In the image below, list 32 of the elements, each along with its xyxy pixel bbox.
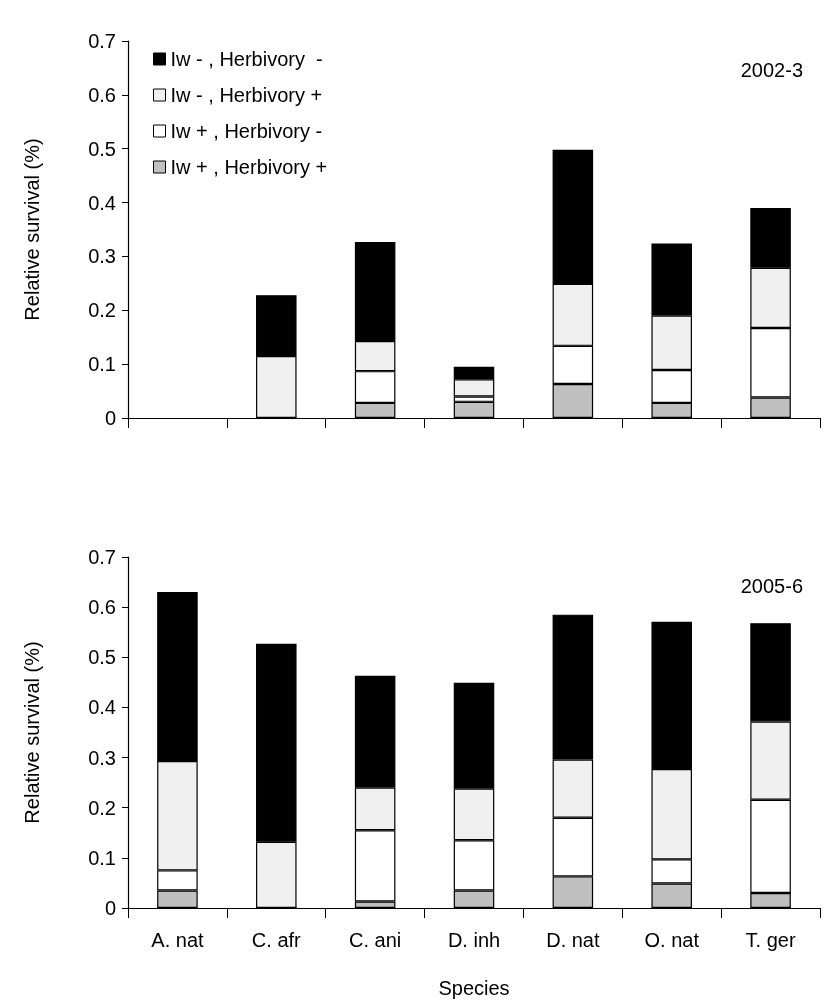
y-tick-label: 0.1 bbox=[88, 353, 116, 376]
y-tick-label: 0.4 bbox=[88, 191, 116, 214]
x-tick-label: D. nat bbox=[546, 929, 600, 951]
x-tick-label: T. ger bbox=[745, 929, 796, 951]
x-tick-label: C. ani bbox=[349, 929, 402, 951]
y-tick-label: 0.2 bbox=[88, 299, 116, 322]
y-axis-title: Relative survival (%) bbox=[21, 138, 43, 321]
y-tick-label: 0.4 bbox=[88, 696, 116, 719]
y-tick-label: 0 bbox=[104, 897, 116, 919]
y-tick-label: 0.3 bbox=[88, 746, 116, 769]
x-tick-label: A. nat bbox=[151, 929, 204, 951]
y-tick-label: 0.6 bbox=[88, 596, 116, 619]
y-tick-label: 0.7 bbox=[88, 30, 116, 52]
legend-label: Iw - , Herbivory + bbox=[170, 84, 323, 106]
y-tick-label: 0.6 bbox=[88, 83, 116, 106]
y-axis-title: Relative survival (%) bbox=[21, 641, 43, 824]
x-tick-label: D. inh bbox=[447, 929, 501, 951]
y-tick-label: 0.5 bbox=[88, 137, 116, 160]
legend-label: Iw - , Herbivory - bbox=[170, 48, 323, 70]
y-tick-label: 0.2 bbox=[88, 796, 116, 819]
y-tick-label: 0.5 bbox=[88, 646, 116, 669]
text: 2005-6 bbox=[740, 575, 804, 597]
x-tick-label: C. afr bbox=[251, 929, 302, 951]
x-axis-title: Species bbox=[438, 977, 510, 999]
text: 2002-3 bbox=[740, 59, 804, 81]
y-tick-label: 0.7 bbox=[88, 546, 116, 568]
legend-label: Iw + , Herbivory - bbox=[170, 120, 323, 142]
y-tick-label: 0.1 bbox=[88, 846, 116, 869]
y-tick-label: 0.3 bbox=[88, 245, 116, 268]
legend-label: Iw + , Herbivory + bbox=[170, 156, 328, 178]
y-tick-label: 0 bbox=[104, 407, 116, 429]
x-tick-label: O. nat bbox=[644, 929, 700, 951]
